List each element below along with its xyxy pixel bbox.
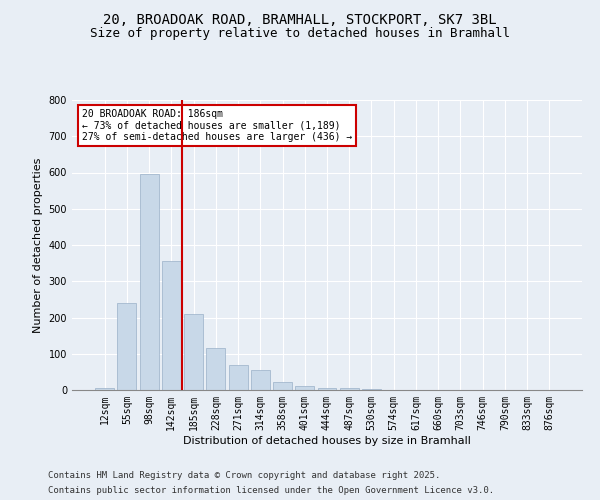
Text: Contains HM Land Registry data © Crown copyright and database right 2025.: Contains HM Land Registry data © Crown c… (48, 471, 440, 480)
Text: Contains public sector information licensed under the Open Government Licence v3: Contains public sector information licen… (48, 486, 494, 495)
Bar (206, 348, 225, 390)
Bar (140, 174, 158, 390)
Bar (362, 389, 381, 390)
Bar (317, 388, 337, 390)
Bar (273, 382, 292, 390)
Bar (229, 364, 248, 390)
Bar (251, 370, 270, 390)
Y-axis label: Number of detached properties: Number of detached properties (33, 158, 43, 332)
Bar (184, 314, 203, 390)
Text: 20 BROADOAK ROAD: 186sqm
← 73% of detached houses are smaller (1,189)
27% of sem: 20 BROADOAK ROAD: 186sqm ← 73% of detach… (82, 108, 352, 142)
Bar (95, 388, 114, 390)
X-axis label: Distribution of detached houses by size in Bramhall: Distribution of detached houses by size … (183, 436, 471, 446)
Bar (295, 386, 314, 390)
Bar (162, 262, 181, 390)
Text: Size of property relative to detached houses in Bramhall: Size of property relative to detached ho… (90, 28, 510, 40)
Bar (340, 388, 359, 390)
Bar (118, 303, 136, 390)
Text: 20, BROADOAK ROAD, BRAMHALL, STOCKPORT, SK7 3BL: 20, BROADOAK ROAD, BRAMHALL, STOCKPORT, … (103, 12, 497, 26)
